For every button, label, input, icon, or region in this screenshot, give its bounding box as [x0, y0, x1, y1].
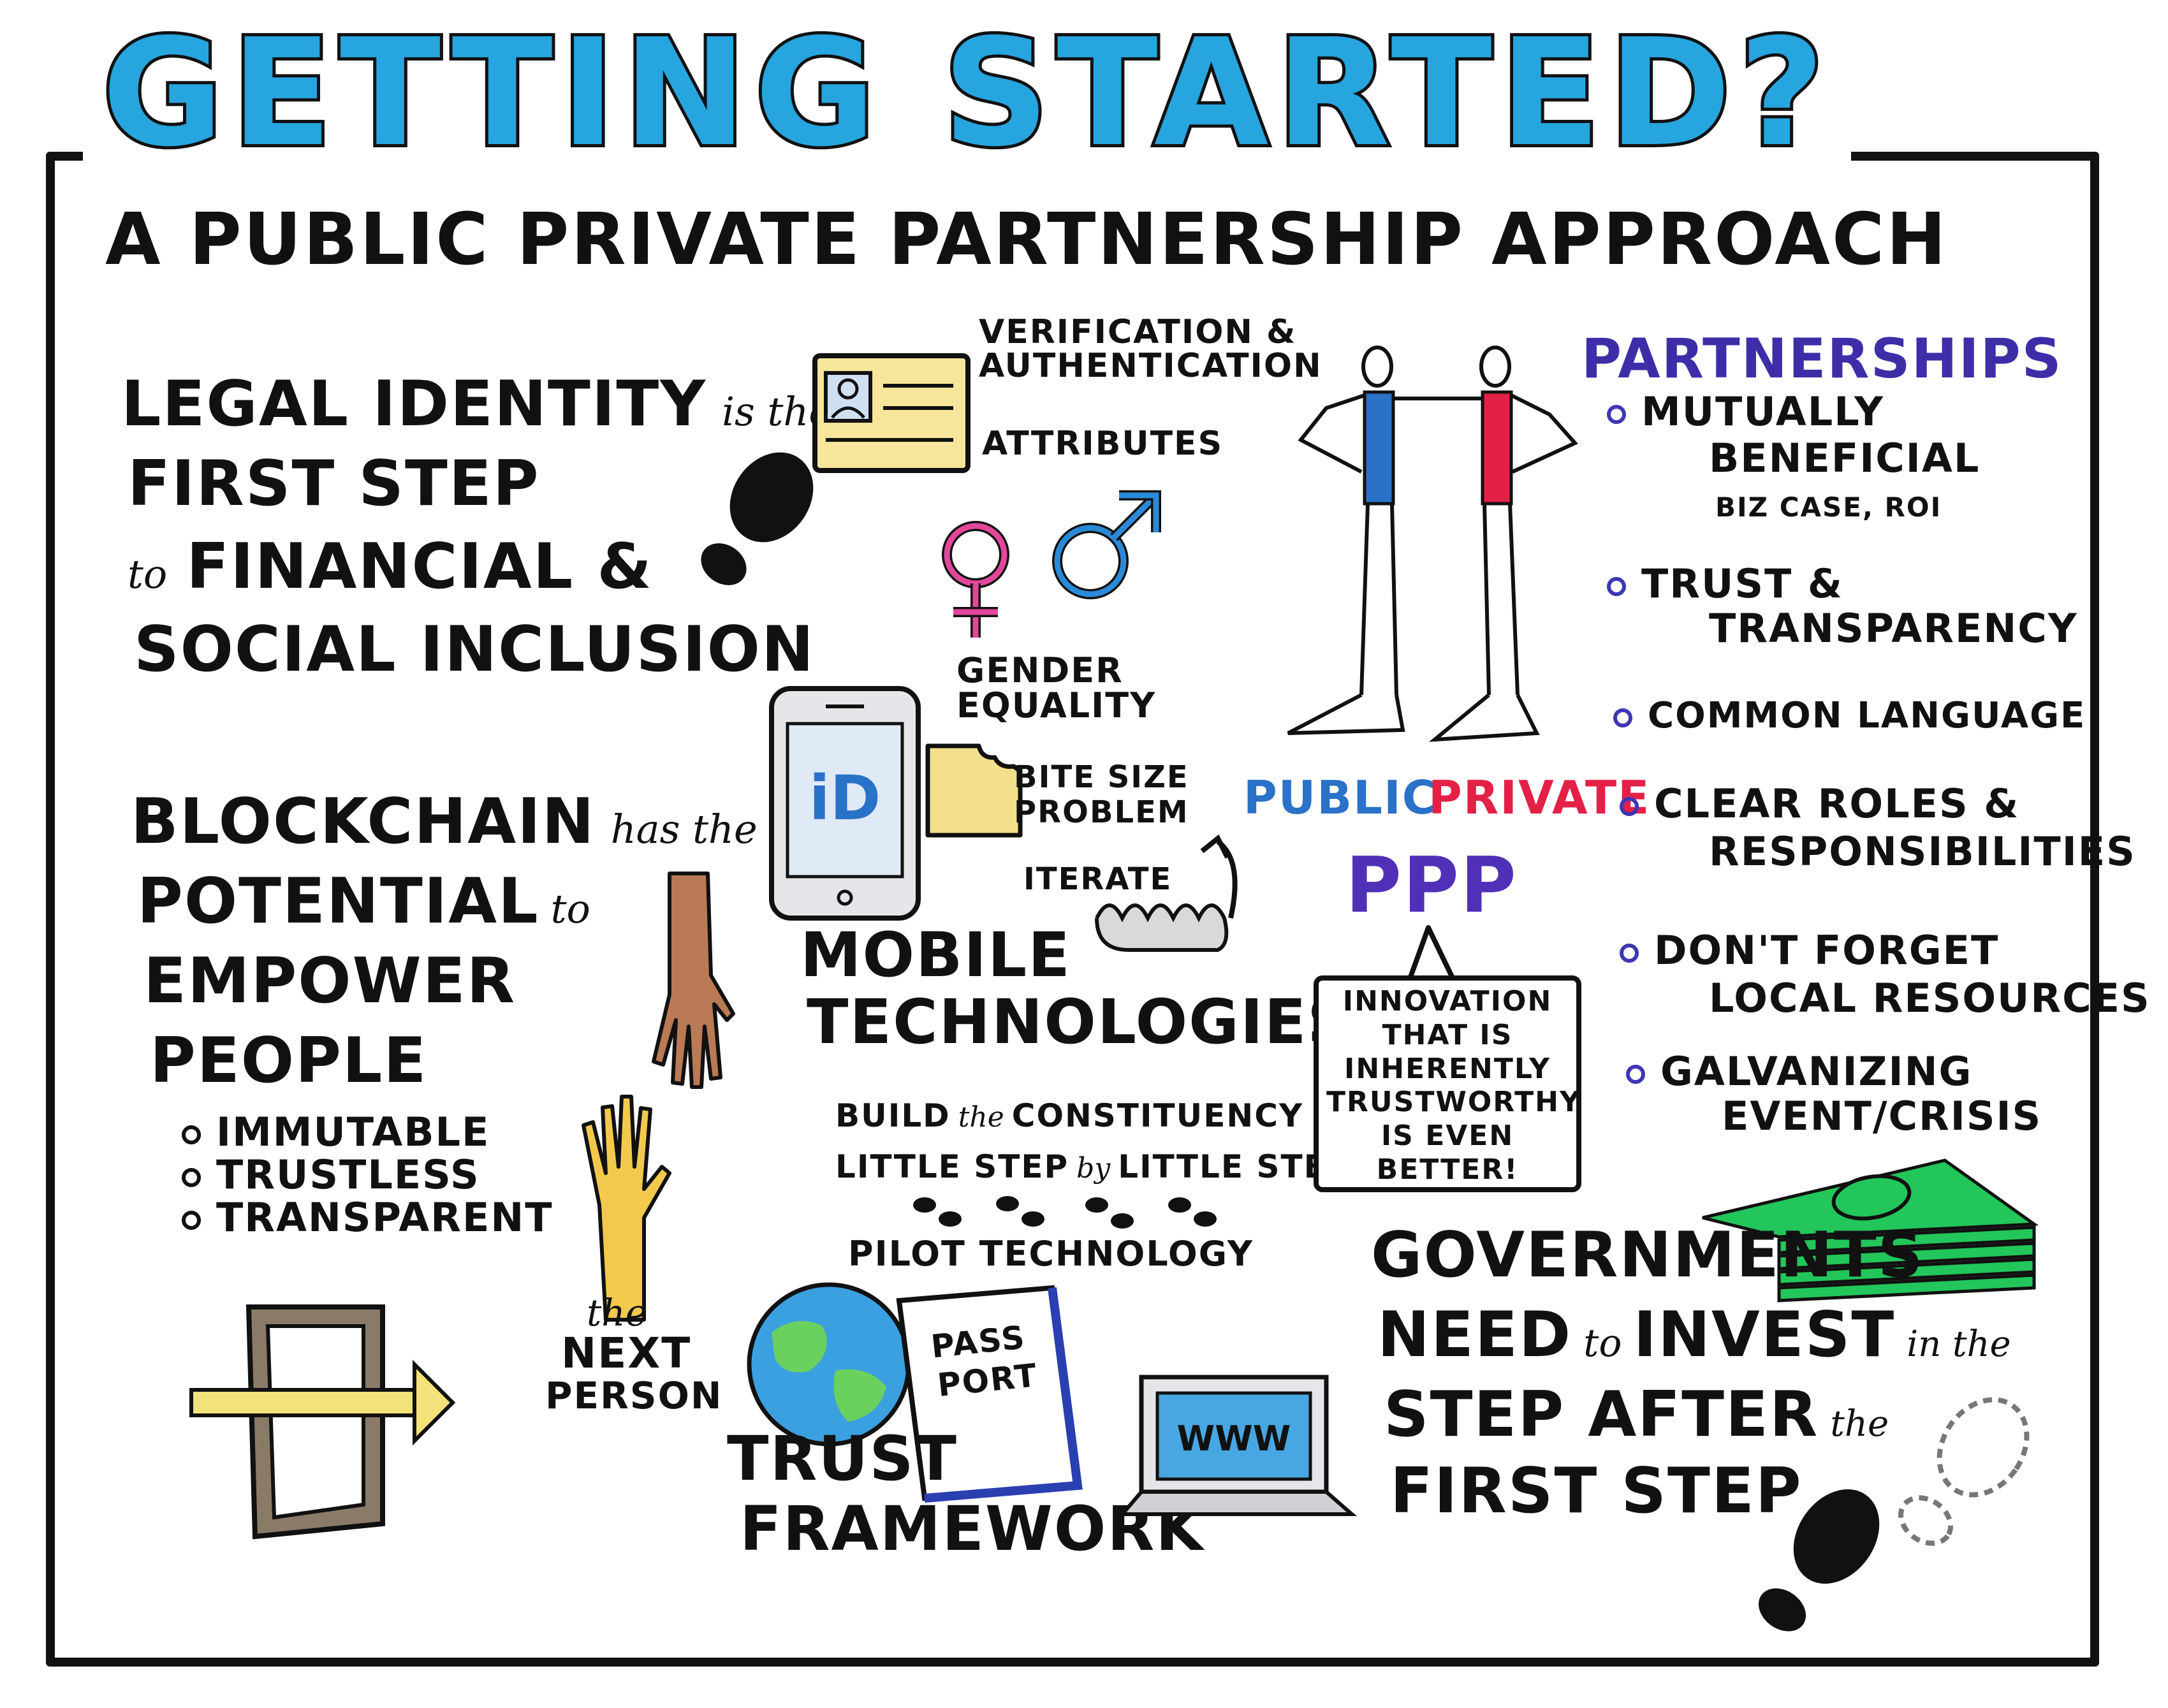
- bullet-dot: [1607, 404, 1626, 424]
- male-symbol-icon: [1052, 490, 1161, 599]
- bullet-dot: [1626, 1064, 1645, 1084]
- shoe-print-icon: [701, 452, 814, 585]
- bullet-dot: [1620, 796, 1639, 816]
- legal-identity-line4: SOCIAL INCLUSION: [134, 613, 815, 686]
- partnerships-heading: PARTNERSHIPS: [1581, 327, 2063, 391]
- blockchain-line1: BLOCKCHAIN has the: [131, 785, 758, 858]
- next-person-line1: NEXT: [561, 1329, 692, 1378]
- hand-icon: [652, 872, 735, 1089]
- blockchain-bullet: TRUSTLESS: [182, 1155, 480, 1195]
- gender-label-1: GENDER: [956, 650, 1124, 690]
- governments-line3: STEP AFTER the: [1384, 1378, 1889, 1451]
- partnership-item: MUTUALLY: [1607, 392, 1884, 432]
- next-person-script: the: [587, 1291, 647, 1334]
- partnership-item-cont: EVENT/CRISIS: [1722, 1093, 2042, 1139]
- legal-identity-line2: FIRST STEP: [128, 448, 540, 520]
- bullet-dot: [182, 1125, 201, 1144]
- governments-line1: GOVERNMENTS: [1371, 1219, 1924, 1292]
- partnership-item: COMMON LANGUAGE: [1613, 698, 2086, 734]
- passport-icon: [896, 1285, 1083, 1503]
- verification-label-1: VERIFICATION &: [979, 313, 1297, 351]
- laptop-icon: WWW: [1118, 1375, 1357, 1516]
- money-stack-icon: [1702, 1158, 2039, 1303]
- bite-cookie-icon: [925, 743, 1023, 838]
- female-symbol-icon: [942, 521, 1009, 638]
- blockchain-line3: EMPOWER: [143, 945, 516, 1018]
- private-label: PRIVATE: [1428, 771, 1651, 824]
- mobile-title-1: MOBILE: [800, 919, 1071, 991]
- shoe-print-icon: [1758, 1489, 1880, 1631]
- iterate-spiral-icon: [1095, 834, 1238, 952]
- partnership-item-cont: LOCAL RESOURCES: [1709, 975, 2151, 1021]
- partnership-item: CLEAR ROLES &: [1620, 784, 2019, 824]
- bite-size-label-2: PROBLEM: [1014, 794, 1189, 830]
- smartphone-icon: iD: [769, 686, 921, 921]
- iterate-label: ITERATE: [1023, 861, 1173, 897]
- partnership-item: GALVANIZING: [1626, 1052, 1972, 1091]
- constituency-line2: LITTLE STEP by LITTLE STEP: [835, 1148, 1352, 1185]
- verification-label-2: AUTHENTICATION: [979, 347, 1322, 385]
- mobile-title-2: TECHNOLOGIES: [807, 986, 1353, 1058]
- legal-identity-line3: to FINANCIAL &: [128, 530, 653, 603]
- bullet-dot: [182, 1210, 201, 1230]
- speech-pointer: [1407, 925, 1456, 983]
- blockchain-line2: POTENTIAL to: [137, 865, 590, 938]
- bullet-dot: [182, 1167, 201, 1187]
- shoe-print-icon: [1898, 1397, 2030, 1546]
- speech-bubble-text: INNOVATION THAT IS INHERENTLY TRUSTWORTH…: [1326, 985, 1581, 1186]
- bullet-dot: [1620, 943, 1639, 963]
- passport-label-1: PASS: [929, 1318, 1028, 1366]
- partnership-item: DON'T FORGET: [1620, 931, 1999, 970]
- bullet-dot: [1607, 576, 1626, 596]
- next-person-line2: PERSON: [545, 1374, 723, 1417]
- governments-line4: FIRST STEP: [1390, 1455, 1803, 1528]
- trust-title-1: TRUST: [727, 1423, 958, 1494]
- pilot-technology: PILOT TECHNOLOGY: [848, 1234, 1254, 1274]
- attributes-label: ATTRIBUTES: [982, 425, 1224, 463]
- phone-id-logo: iD: [809, 763, 881, 834]
- blockchain-line4: PEOPLE: [150, 1025, 428, 1097]
- governments-line2: NEED to INVEST in the: [1377, 1299, 2011, 1371]
- bullet-dot: [1613, 708, 1632, 727]
- partnership-item-cont: RESPONSIBILITIES: [1709, 828, 2136, 875]
- speech-bubble: [1314, 975, 1581, 1192]
- legal-identity-line1: LEGAL IDENTITY is the: [121, 368, 833, 441]
- constituency-line1: BUILD the CONSTITUENCY: [835, 1097, 1304, 1134]
- public-label: PUBLIC: [1243, 771, 1437, 824]
- blockchain-bullet: TRANSPARENT: [182, 1198, 553, 1237]
- door-exit-icon: [189, 1304, 456, 1540]
- footprints-icon: [913, 1196, 1217, 1229]
- bite-size-label-1: BITE SIZE: [1014, 759, 1189, 795]
- partnership-item-cont: TRANSPARENCY: [1709, 605, 2078, 652]
- poster-subtitle: A PUBLIC PRIVATE PARTNERSHIP APPROACH: [105, 198, 1948, 281]
- gender-label-2: EQUALITY: [956, 685, 1157, 726]
- partnership-sub: BIZ CASE, ROI: [1715, 492, 1942, 523]
- two-people-icon: [1287, 346, 1578, 742]
- hand-icon: [582, 1095, 671, 1322]
- id-card-icon: [812, 353, 970, 473]
- globe-icon: [747, 1282, 911, 1447]
- partnership-item: TRUST &: [1607, 564, 1843, 604]
- partnership-item-cont: BENEFICIAL: [1709, 435, 1981, 481]
- blockchain-bullet: IMMUTABLE: [182, 1113, 490, 1152]
- ppp-acronym: PPP: [1345, 842, 1518, 930]
- poster-title: GETTING STARTED?: [83, 16, 1852, 170]
- laptop-screen-text: WWW: [1177, 1419, 1291, 1459]
- passport-label-2: PORT: [935, 1356, 1040, 1405]
